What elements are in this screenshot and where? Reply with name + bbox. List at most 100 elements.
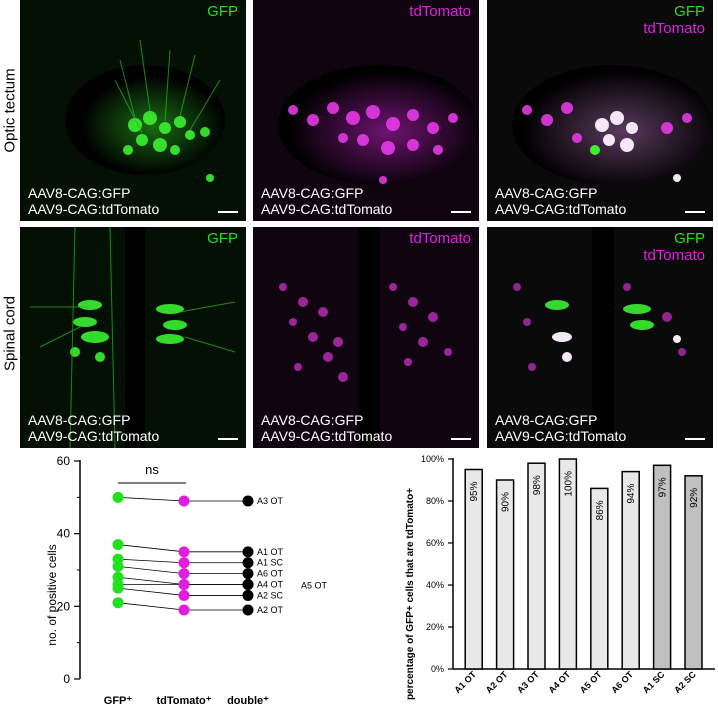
significance-label: ns [145, 462, 159, 477]
series-label: A3 OT [257, 496, 284, 506]
micrograph-ot-merge: GFP tdTomato AAV8-CAG:GFP AAV9-CAG:tdTomat… [487, 0, 713, 221]
channel-label-tdtomato: tdTomato [409, 3, 471, 20]
y-tick-label: 40 [57, 527, 71, 541]
micrograph-ot-tdtomato: tdTomato AAV8-CAG:GFP AAV9-CAG:tdTomato [253, 0, 479, 221]
data-point [112, 560, 124, 572]
sc-merge-image [487, 227, 713, 448]
data-point [178, 589, 190, 601]
data-point [112, 539, 124, 551]
y-axis-label: percentage of GFP+ cells that are tdToma… [405, 488, 416, 700]
micrograph-sc-merge: GFP tdTomato AAV8-CAG:GFP AAV9-CAG:tdTomat… [487, 227, 713, 448]
channel-label-merge: GFP tdTomato [643, 230, 705, 264]
data-point [242, 604, 254, 616]
x-tick-label: A1 SC [641, 669, 667, 695]
series-label: A1 SC [257, 558, 284, 568]
scale-bar [218, 211, 238, 213]
data-point [178, 568, 190, 580]
channel-label-gfp: GFP [207, 3, 238, 20]
data-point [242, 546, 254, 558]
y-tick-label: 0 [63, 672, 70, 686]
bar [684, 475, 703, 670]
micrograph-sc-tdtomato: tdTomato AAV8-CAG:GFP AAV9-CAG:tdTomato [253, 227, 479, 448]
y-tick-label: 60 [57, 454, 71, 468]
bar [464, 468, 483, 670]
data-point [178, 495, 190, 507]
image-caption: AAV8-CAG:GFP AAV9-CAG:tdTomato [495, 185, 627, 217]
image-caption: AAV8-CAG:GFP AAV9-CAG:tdTomato [495, 412, 627, 444]
series-label: A1 OT [257, 547, 284, 557]
bar [495, 479, 515, 670]
row-label-optic-tectum: Optic tectum [1, 68, 19, 153]
image-caption: AAV8-CAG:GFP AAV9-CAG:tdTomato [28, 185, 160, 217]
panel-letter: C [0, 0, 10, 15]
scale-bar [451, 211, 471, 213]
scale-bar [218, 438, 238, 440]
bar-data-label: 92% [689, 488, 700, 508]
y-tick-label: 20% [426, 622, 444, 632]
series-label: A2 SC [257, 590, 284, 600]
scale-bar [685, 438, 705, 440]
ot-gfp-image [20, 0, 246, 221]
bar-data-label: 86% [595, 500, 606, 520]
chart-positive-cells: no. of positive cells 0 20 40 60 ns A3 OT A1… [45, 454, 328, 707]
sc-tdtomato-image [253, 227, 479, 448]
y-tick-label: 20 [57, 599, 71, 613]
bar [558, 458, 578, 670]
data-point [178, 579, 190, 591]
image-caption: AAV8-CAG:GFP AAV9-CAG:tdTomato [261, 185, 393, 217]
y-tick-label: 60% [426, 538, 444, 548]
channel-label-merge: GFP tdTomato [643, 3, 705, 37]
data-point [178, 604, 190, 616]
x-tick-label: A6 OT [609, 669, 635, 695]
data-point [112, 491, 124, 503]
bar [621, 470, 640, 670]
x-tick-label: tdTomato⁺ [156, 695, 211, 707]
ot-tdtomato-image [253, 0, 479, 221]
ot-merge-image [487, 0, 713, 221]
bar [652, 464, 672, 670]
data-point [178, 557, 190, 569]
data-point [242, 557, 254, 569]
scale-bar [451, 438, 471, 440]
bar-data-label: 94% [626, 483, 637, 503]
bar-data-label: 100% [563, 471, 574, 497]
channel-label-tdtomato: tdTomato [409, 230, 471, 247]
data-point [242, 568, 254, 580]
data-point [178, 546, 190, 558]
x-tick-label: A2 OT [484, 669, 510, 695]
data-point [242, 589, 254, 601]
data-point [242, 495, 254, 507]
micrograph-ot-gfp: GFP AAV8-CAG:GFP AAV9-CAG:tdTomato [20, 0, 246, 221]
y-axis-label: no. of positive cells [45, 544, 59, 645]
row-label-spinal-cord: Spinal cord [1, 295, 19, 372]
bar [590, 487, 609, 670]
x-tick-label: GFP⁺ [104, 695, 133, 707]
series-label: A4 OT [257, 580, 284, 590]
bar-data-label: 90% [501, 492, 512, 512]
x-tick-label: A4 OT [546, 669, 572, 695]
y-tick-label: 80% [426, 496, 444, 506]
sc-gfp-image [20, 227, 246, 448]
chart-percentage: percentage of GFP+ cells that are tdToma… [405, 454, 715, 700]
scale-bar [685, 211, 705, 213]
x-tick-label: A5 OT [578, 669, 604, 695]
image-caption: AAV8-CAG:GFP AAV9-CAG:tdTomato [261, 412, 393, 444]
y-tick-label: 40% [426, 580, 444, 590]
bar-data-label: 98% [532, 475, 543, 495]
y-tick-label: 0% [431, 664, 444, 674]
x-tick-label: A3 OT [515, 669, 541, 695]
image-caption: AAV8-CAG:GFP AAV9-CAG:tdTomato [28, 412, 160, 444]
x-tick-label: double⁺ [227, 695, 269, 707]
y-tick-label: 100% [421, 454, 444, 464]
micrograph-sc-gfp: GFP AAV8-CAG:GFP AAV9-CAG:tdTomato [20, 227, 246, 448]
series-label: A6 OT [257, 569, 284, 579]
bar [527, 462, 546, 670]
data-point [112, 582, 124, 594]
data-point [112, 597, 124, 609]
data-point [242, 579, 254, 591]
x-tick-label: A1 OT [452, 669, 478, 695]
series-label: A5 OT [301, 581, 328, 591]
x-tick-label: A2 SC [672, 669, 698, 695]
channel-label-gfp: GFP [207, 230, 238, 247]
bar-data-label: 97% [658, 477, 669, 497]
